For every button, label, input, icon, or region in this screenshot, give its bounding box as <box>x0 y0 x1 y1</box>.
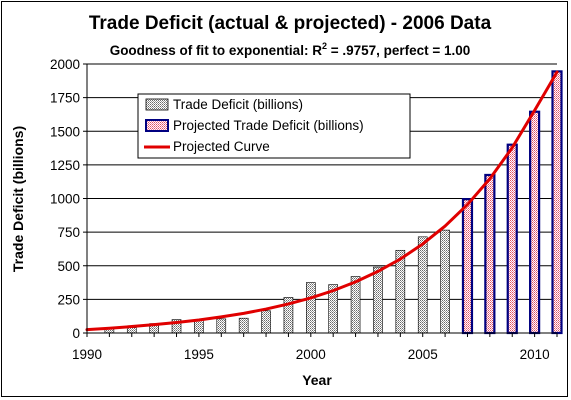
y-axis-title: Trade Deficit (billions) <box>10 126 26 272</box>
y-tick-label: 250 <box>57 292 80 307</box>
legend-box <box>137 93 411 159</box>
bar-actual <box>306 282 316 334</box>
bar-projected <box>484 173 496 335</box>
x-tick-label: 2010 <box>520 347 550 362</box>
bar-projected <box>506 143 518 335</box>
y-tick-label: 0 <box>72 326 80 341</box>
chart-subtitle: Goodness of fit to exponential: R2 = .97… <box>110 41 471 58</box>
bar-actual <box>373 266 383 334</box>
bar-actual <box>350 276 361 334</box>
x-tick-label: 2000 <box>296 347 326 362</box>
y-tick-label: 500 <box>57 259 80 274</box>
x-tick-label: 1995 <box>184 347 214 362</box>
bar-actual <box>126 327 137 334</box>
subtitle-suffix: = .9757, perfect = 1.00 <box>327 43 470 58</box>
bar-projected <box>551 70 563 335</box>
bar-actual <box>440 229 450 334</box>
y-tick-labels: 0 250 500 750 1000 1250 1500 1750 2000 <box>50 57 80 341</box>
bars <box>104 70 563 335</box>
y-tick-label: 1750 <box>50 91 80 106</box>
subtitle-superscript: 2 <box>322 41 327 51</box>
subtitle-prefix: Goodness of fit to exponential: R <box>110 43 323 58</box>
legend-label-curve: Projected Curve <box>173 139 270 154</box>
legend-swatch-actual <box>145 98 169 111</box>
axes <box>83 63 558 337</box>
bar-actual <box>395 249 406 334</box>
legend: Trade Deficit (billions) Projected Trade… <box>137 93 411 159</box>
x-axis-title: Year <box>302 372 332 388</box>
y-tick-label: 1250 <box>50 158 80 173</box>
x-tick-labels: 1990 1995 2000 2005 2010 <box>72 347 550 362</box>
y-tick-label: 2000 <box>50 57 80 72</box>
bar-projected <box>529 110 541 335</box>
x-tick-label: 2005 <box>408 347 438 362</box>
bar-actual <box>216 318 227 334</box>
curve-layer <box>85 70 559 332</box>
legend-label-projected: Projected Trade Deficit (billions) <box>173 118 364 133</box>
bar-actual <box>261 310 271 334</box>
legend-label-actual: Trade Deficit (billions) <box>173 97 303 112</box>
x-tick-label: 1990 <box>72 347 102 362</box>
projected-curve-line <box>85 70 559 332</box>
legend-swatch-projected <box>145 119 169 132</box>
bar-projected <box>461 198 474 335</box>
chart-title: Trade Deficit (actual & projected) - 200… <box>89 13 492 34</box>
y-tick-label: 750 <box>57 225 80 240</box>
bar-actual <box>417 236 428 334</box>
bar-actual <box>238 317 249 334</box>
y-tick-label: 1000 <box>50 192 80 207</box>
y-tick-label: 1500 <box>50 124 80 139</box>
